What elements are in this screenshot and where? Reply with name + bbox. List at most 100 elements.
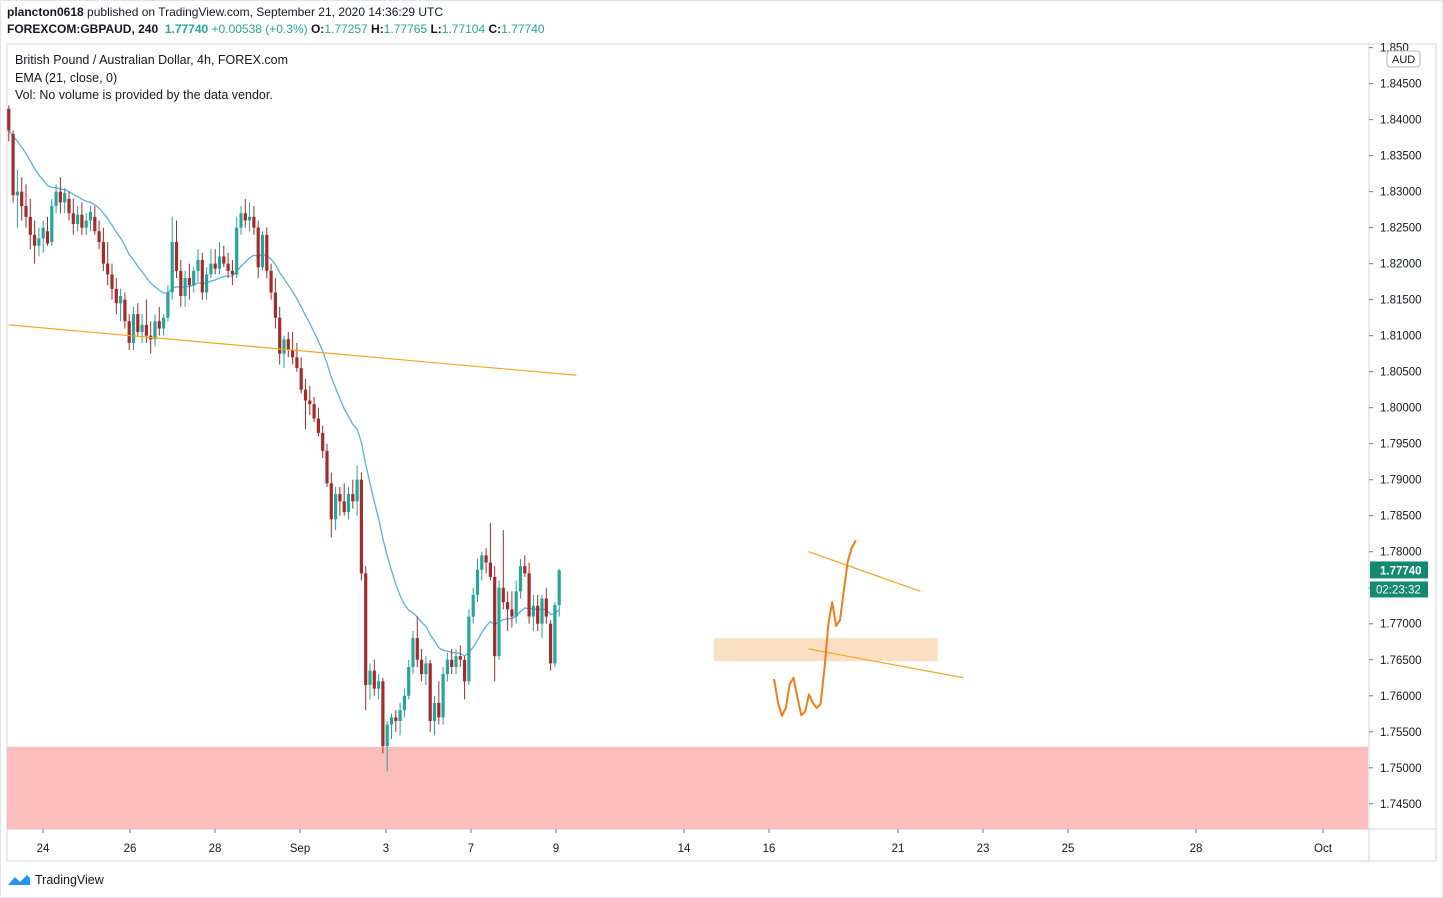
candle-body bbox=[162, 317, 166, 329]
open-label: O: bbox=[310, 22, 325, 36]
candle-body bbox=[553, 605, 557, 664]
candle-body bbox=[334, 494, 338, 520]
candle-body bbox=[497, 587, 501, 657]
candle-body bbox=[131, 314, 136, 343]
candle-body bbox=[213, 263, 217, 269]
candle-body bbox=[140, 324, 144, 333]
candle-body bbox=[97, 231, 101, 243]
candle-body bbox=[15, 191, 19, 196]
candle-body bbox=[114, 288, 118, 304]
candle-body bbox=[411, 638, 415, 667]
candle-body bbox=[407, 666, 411, 696]
candle-body bbox=[239, 213, 243, 228]
candle-body bbox=[110, 274, 114, 289]
candle-body bbox=[389, 717, 394, 725]
candle-body bbox=[385, 724, 389, 747]
trendline-1 bbox=[8, 324, 577, 376]
time-tick-label: 9 bbox=[553, 843, 559, 855]
candle-body bbox=[222, 256, 226, 264]
price-tick-label: 1.80500 bbox=[1380, 367, 1422, 379]
candle-body bbox=[54, 191, 58, 207]
candle-body bbox=[260, 234, 265, 268]
author-name[interactable]: plancton0618 bbox=[7, 5, 84, 19]
candle-body bbox=[45, 231, 50, 244]
legend-ema[interactable]: EMA (21, close, 0) bbox=[15, 71, 118, 85]
candle-body bbox=[342, 501, 346, 513]
currency-label: AUD bbox=[1392, 54, 1415, 66]
candle-body bbox=[355, 479, 359, 502]
time-tick-label: 23 bbox=[977, 843, 990, 855]
time-tick-label: Sep bbox=[290, 843, 310, 855]
support-zone bbox=[7, 746, 1368, 829]
price-tick-label: 1.78000 bbox=[1380, 547, 1422, 559]
candle-body bbox=[316, 418, 320, 433]
time-tick-label: Oct bbox=[1314, 843, 1333, 855]
tradingview-brand[interactable]: TradingView bbox=[7, 872, 104, 888]
candle-body bbox=[217, 256, 222, 269]
candle-body bbox=[544, 598, 548, 617]
candle-body bbox=[269, 270, 273, 293]
candle-body bbox=[338, 494, 342, 502]
candle-body bbox=[127, 321, 131, 343]
published-by-line: plancton0618 published on TradingView.co… bbox=[7, 5, 443, 19]
candle-body bbox=[71, 213, 75, 225]
candle-body bbox=[303, 389, 308, 401]
trendline-2 bbox=[808, 551, 921, 592]
candle-body bbox=[93, 216, 97, 232]
time-tick-label: 21 bbox=[892, 843, 905, 855]
price-tick-label: 1.76500 bbox=[1380, 655, 1422, 667]
candle-body bbox=[37, 238, 41, 246]
candle-body bbox=[381, 681, 385, 747]
time-tick-label: 16 bbox=[763, 843, 776, 855]
candle-body bbox=[179, 270, 183, 297]
price-change: +0.00538 (+0.3%) bbox=[211, 22, 308, 36]
price-tick-label: 1.82500 bbox=[1380, 223, 1422, 235]
price-tick-label: 1.76000 bbox=[1380, 691, 1422, 703]
low-value: 1.77104 bbox=[441, 22, 486, 36]
candle-body bbox=[321, 432, 325, 451]
candle-body bbox=[424, 663, 428, 675]
time-tick-label: 24 bbox=[37, 843, 50, 855]
candle-body bbox=[368, 670, 372, 685]
candle-body bbox=[88, 211, 93, 221]
candle-body bbox=[471, 594, 475, 617]
published-text: published on TradingView.com, September … bbox=[87, 5, 444, 19]
candle-body bbox=[557, 570, 561, 606]
candle-body bbox=[63, 193, 67, 203]
candle-body bbox=[454, 656, 458, 667]
candle-body bbox=[346, 494, 351, 513]
trendline-3 bbox=[808, 648, 964, 679]
candle-body bbox=[501, 587, 505, 603]
candle-body bbox=[549, 623, 553, 664]
time-tick-label: 14 bbox=[678, 843, 691, 855]
candle-body bbox=[364, 573, 368, 685]
candle-body bbox=[136, 314, 140, 333]
time-tick-label: 28 bbox=[1190, 843, 1203, 855]
candle-body bbox=[28, 216, 32, 235]
price-tick-label: 1.77000 bbox=[1380, 619, 1422, 631]
candle-body bbox=[243, 213, 247, 221]
last-price-tag-label: 1.77740 bbox=[1380, 565, 1422, 577]
close-label: C: bbox=[488, 22, 502, 36]
brand-label: TradingView bbox=[35, 873, 104, 887]
candle-body bbox=[484, 555, 488, 563]
candle-body bbox=[144, 324, 148, 336]
candle-body bbox=[230, 270, 234, 275]
currency-badge bbox=[1386, 50, 1421, 68]
price-tick-label: 1.78500 bbox=[1380, 511, 1422, 523]
time-tick-label: 7 bbox=[468, 843, 474, 855]
price-tick-label: 1.81500 bbox=[1380, 295, 1422, 307]
candle-body bbox=[514, 591, 518, 617]
candle-body bbox=[33, 234, 37, 246]
price-tick-label: 1.84000 bbox=[1380, 115, 1422, 127]
candle-body bbox=[420, 659, 424, 675]
candle-body bbox=[170, 242, 174, 293]
price-tick-label: 1.79500 bbox=[1380, 439, 1422, 451]
candle-body bbox=[428, 663, 432, 721]
candle-body bbox=[531, 605, 535, 617]
price-tick-label: 1.75500 bbox=[1380, 727, 1422, 739]
ohlc-line: FOREXCOM:GBPAUD, 240 1.77740 +0.00538 (+… bbox=[7, 22, 545, 36]
candle-body bbox=[166, 292, 170, 318]
candle-body bbox=[536, 605, 540, 624]
